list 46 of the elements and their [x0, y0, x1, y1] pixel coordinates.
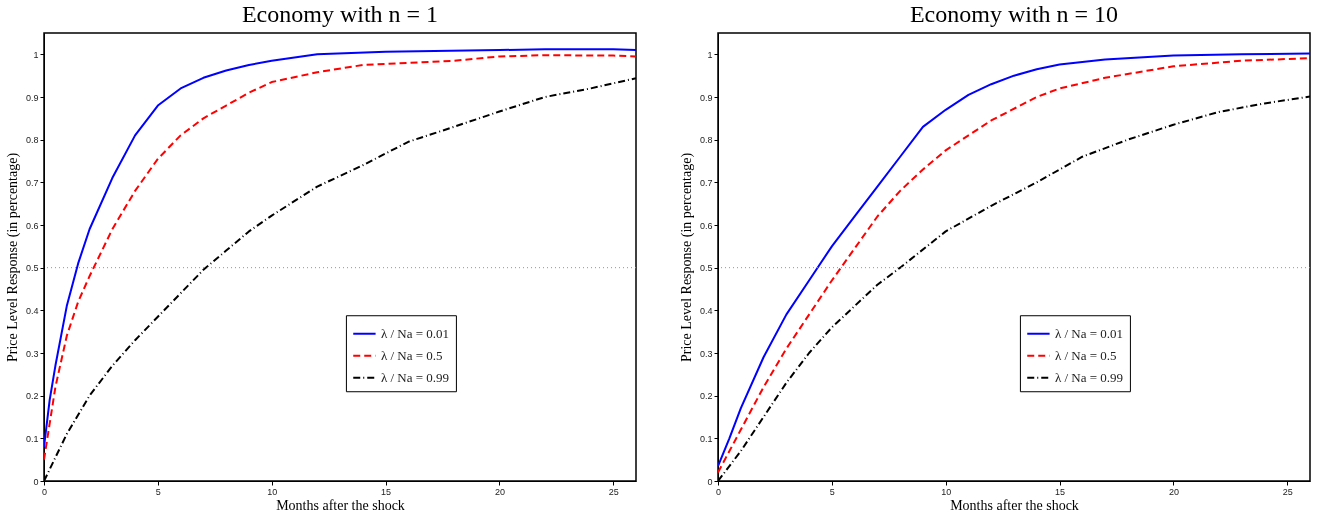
x-tick-label: 10 — [941, 486, 952, 497]
x-tick-label: 20 — [494, 486, 505, 497]
x-tick-label: 0 — [41, 486, 48, 497]
y-tick-label: 0.9 — [25, 92, 39, 103]
x-tick-label: 5 — [829, 486, 835, 497]
y-tick-label: 0.2 — [699, 391, 713, 402]
y-tick-label: 0.8 — [699, 135, 713, 146]
y-tick-label: 1 — [33, 49, 39, 60]
y-tick-label: 1 — [707, 49, 713, 60]
y-tick-label: 0 — [33, 476, 39, 487]
y-tick-label: 0.2 — [25, 391, 39, 402]
y-tick-label: 0.4 — [699, 305, 713, 316]
x-tick-label: 0 — [715, 486, 722, 497]
y-tick-label: 0.7 — [25, 177, 39, 188]
x-tick-label: 10 — [267, 486, 278, 497]
y-axis-title: Price Level Response (in percentage) — [678, 152, 695, 363]
legend-label: λ / Na = 0.01 — [380, 325, 450, 341]
x-axis-title: Months after the shock — [276, 497, 405, 513]
x-tick-label: 15 — [1055, 486, 1066, 497]
chart-title: Economy with n = 10 — [909, 1, 1119, 27]
x-tick-label: 20 — [1168, 486, 1179, 497]
y-axis-title: Price Level Response (in percentage) — [4, 152, 21, 363]
legend-label: λ / Na = 0.5 — [1054, 347, 1117, 363]
y-tick-label: 0.8 — [25, 135, 39, 146]
y-tick-label: 0.3 — [699, 348, 713, 359]
y-tick-label: 0.9 — [699, 92, 713, 103]
y-tick-label: 0.1 — [699, 433, 713, 444]
y-tick-label: 0.7 — [699, 177, 713, 188]
x-axis-title: Months after the shock — [950, 497, 1079, 513]
chart-title: Economy with n = 1 — [241, 1, 439, 27]
legend-label: λ / Na = 0.5 — [380, 347, 443, 363]
y-tick-label: 0.6 — [699, 220, 713, 231]
x-tick-label: 25 — [1282, 486, 1293, 497]
y-tick-label: 0.3 — [25, 348, 39, 359]
x-tick-label: 25 — [608, 486, 619, 497]
legend-label: λ / Na = 0.01 — [1054, 325, 1124, 341]
y-tick-label: 0.4 — [25, 305, 39, 316]
legend-label: λ / Na = 0.99 — [1054, 369, 1124, 385]
y-tick-label: 0.5 — [25, 263, 39, 274]
y-tick-label: 0 — [707, 476, 713, 487]
y-tick-label: 0.6 — [25, 220, 39, 231]
y-tick-label: 0.5 — [699, 263, 713, 274]
y-tick-label: 0.1 — [25, 433, 39, 444]
x-tick-label: 15 — [381, 486, 392, 497]
legend-label: λ / Na = 0.99 — [380, 369, 450, 385]
x-tick-label: 5 — [155, 486, 161, 497]
